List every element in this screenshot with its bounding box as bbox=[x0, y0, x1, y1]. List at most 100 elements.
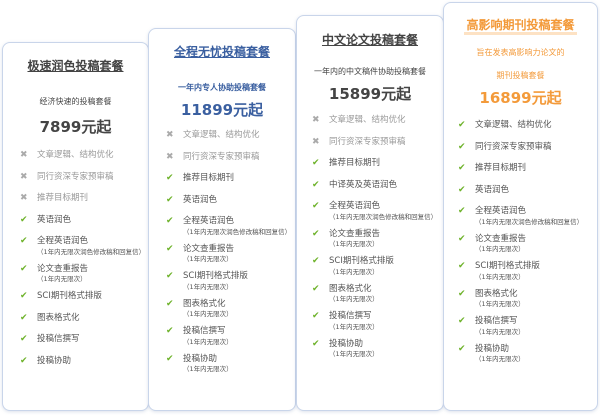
feature-item: ✔ 论文查重报告 （1年内无限次） bbox=[458, 229, 597, 255]
check-icon: ✔ bbox=[458, 184, 466, 195]
feature-item: ✔ 图表格式化 （1年内无限次） bbox=[166, 294, 295, 320]
check-icon: ✔ bbox=[458, 288, 466, 299]
feature-item: ✔ 论文查重报告 （1年内无限次） bbox=[166, 239, 295, 265]
package-subtitle: 一年内专人协助投稿套餐 bbox=[178, 83, 266, 92]
feature-item: ✔ 全程英语润色 （1年内无限次润色修改稿和回复信） bbox=[312, 196, 443, 222]
feature-item: ✔ SCI期刊格式排版 （1年内无限次） bbox=[166, 266, 295, 292]
feature-item: ✖ 同行资深专家预审稿 bbox=[312, 132, 443, 154]
package-title[interactable]: 高影响期刊投稿套餐 bbox=[464, 18, 577, 35]
feature-item: ✔ 论文查重报告 （1年内无限次） bbox=[20, 259, 148, 285]
package-card-full-service[interactable]: 全程无忧投稿套餐 一年内专人协助投稿套餐 11899元起 ✖ 文章逻辑、结构优化 ✖… bbox=[148, 28, 296, 411]
feature-item: ✔ 英语润色 bbox=[20, 210, 148, 232]
check-icon: ✔ bbox=[458, 233, 466, 244]
cross-icon: ✖ bbox=[166, 151, 174, 162]
feature-note: （1年内无限次润色修改稿和回复信） bbox=[329, 212, 438, 221]
feature-label: 推荐目标期刊 bbox=[183, 173, 235, 183]
check-icon: ✔ bbox=[312, 228, 320, 239]
cross-icon: ✖ bbox=[20, 193, 28, 203]
feature-item: ✔ 投稿信撰写 （1年内无限次） bbox=[166, 321, 295, 347]
check-icon: ✔ bbox=[166, 353, 174, 364]
check-icon: ✔ bbox=[458, 163, 466, 173]
feature-note: （1年内无限次） bbox=[329, 295, 379, 303]
feature-item: ✔ 图表格式化 （1年内无限次） bbox=[312, 279, 443, 305]
feature-item: ✔ 投稿信撰写 （1年内无限次） bbox=[312, 306, 443, 332]
feature-label: 全程英语润色 bbox=[183, 216, 235, 226]
feature-note: （1年内无限次） bbox=[183, 282, 233, 291]
feature-list: ✔ 文章逻辑、结构优化 ✔ 同行资深专家预审稿 ✔ 推荐目标期刊 ✔ 英语润色 ✔ 全程英语润色（… bbox=[444, 115, 597, 364]
feature-item: ✔ 推荐目标期刊 bbox=[166, 168, 295, 190]
check-icon: ✔ bbox=[458, 316, 466, 326]
feature-item: ✔ 投稿协助 （1年内无限次） bbox=[312, 334, 443, 360]
feature-item: ✔ 投稿协助 bbox=[20, 351, 148, 373]
cross-icon: ✖ bbox=[312, 115, 320, 125]
cross-icon: ✖ bbox=[20, 150, 28, 160]
package-subtitle: 旨在发表高影响力论文的 bbox=[476, 48, 565, 57]
feature-item: ✔ 全程英语润色 （1年内无限次润色修改稿和回复信） bbox=[166, 211, 295, 237]
feature-item: ✖ 文章逻辑、结构优化 bbox=[166, 125, 295, 147]
feature-label: 文章逻辑、结构优化 bbox=[183, 130, 260, 140]
feature-label: 投稿信撰写 bbox=[183, 326, 226, 336]
feature-item: ✔ 投稿信撰写 （1年内无限次） bbox=[458, 311, 597, 337]
feature-label: 全程英语润色 bbox=[37, 236, 89, 246]
feature-item: ✔ 全程英语润色 （1年内无限次润色修改稿和回复信） bbox=[20, 231, 148, 257]
feature-label: 论文查重报告 bbox=[37, 263, 89, 274]
feature-note: （1年内无限次） bbox=[183, 337, 233, 346]
feature-label: 同行资深专家预审稿 bbox=[475, 141, 552, 152]
feature-item: ✖ 文章逻辑、结构优化 bbox=[20, 145, 148, 167]
package-card-chinese-paper[interactable]: 中文论文投稿套餐 一年内的中文稿件协助投稿套餐 15899元起 ✖ 文章逻辑、结构… bbox=[296, 15, 444, 411]
check-icon: ✔ bbox=[458, 206, 466, 216]
check-icon: ✔ bbox=[166, 271, 174, 281]
feature-label: 图表格式化 bbox=[329, 283, 372, 294]
check-icon: ✔ bbox=[20, 334, 28, 344]
check-icon: ✔ bbox=[166, 194, 174, 205]
feature-label: 推荐目标期刊 bbox=[475, 163, 527, 173]
feature-item: ✔ 投稿协助 （1年内无限次） bbox=[166, 349, 295, 375]
package-card-speed-polish[interactable]: 极速润色投稿套餐 经济快速的投稿套餐 7899元起 ✖ 文章逻辑、结构优化 ✖ 同行资… bbox=[2, 42, 149, 411]
feature-label: 同行资深专家预审稿 bbox=[37, 171, 114, 182]
package-title[interactable]: 全程无忧投稿套餐 bbox=[173, 45, 270, 59]
feature-label: 文章逻辑、结构优化 bbox=[329, 115, 406, 125]
check-icon: ✔ bbox=[166, 216, 174, 226]
feature-note: （1年内无限次） bbox=[475, 300, 525, 308]
package-price: 15899元起 bbox=[328, 85, 412, 103]
feature-label: 投稿协助 bbox=[37, 355, 72, 366]
feature-label: 投稿协助 bbox=[475, 343, 510, 354]
package-title[interactable]: 极速润色投稿套餐 bbox=[27, 59, 124, 73]
feature-item: ✔ SCI期刊格式排版 （1年内无限次） bbox=[312, 251, 443, 277]
feature-item: ✔ 投稿协助 （1年内无限次） bbox=[458, 339, 597, 365]
feature-note: （1年内无限次） bbox=[183, 310, 233, 318]
feature-label: 投稿协助 bbox=[183, 353, 218, 364]
feature-label: 论文查重报告 bbox=[183, 243, 235, 254]
feature-label: 投稿信撰写 bbox=[329, 311, 372, 321]
check-icon: ✔ bbox=[312, 201, 320, 211]
feature-note: （1年内无限次润色修改稿和回复信） bbox=[37, 247, 146, 256]
feature-item: ✔ 推荐目标期刊 bbox=[458, 158, 597, 180]
check-icon: ✔ bbox=[20, 214, 28, 225]
package-card-high-impact[interactable]: 高影响期刊投稿套餐 旨在发表高影响力论文的 期刊投稿套餐 16899元起 ✔ 文章… bbox=[443, 2, 598, 411]
feature-item: ✔ SCI期刊格式排版 bbox=[20, 286, 148, 308]
feature-note: （1年内无限次润色修改稿和回复信） bbox=[475, 217, 584, 226]
cross-icon: ✖ bbox=[20, 171, 28, 182]
feature-note: （1年内无限次） bbox=[475, 245, 525, 253]
check-icon: ✔ bbox=[458, 141, 466, 152]
feature-note: （1年内无限次） bbox=[183, 365, 233, 373]
feature-label: 文章逻辑、结构优化 bbox=[475, 120, 552, 130]
feature-label: 图表格式化 bbox=[37, 312, 80, 323]
package-subtitle: 一年内的中文稿件协助投稿套餐 bbox=[314, 67, 426, 76]
feature-note: （1年内无限次） bbox=[475, 355, 525, 363]
feature-label: 论文查重报告 bbox=[329, 228, 381, 239]
check-icon: ✔ bbox=[20, 236, 28, 246]
check-icon: ✔ bbox=[312, 311, 320, 321]
feature-list: ✖ 文章逻辑、结构优化 ✖ 同行资深专家预审稿 ✖ 推荐目标期刊 ✔ 英语润色 ✔ 全程英语润色（… bbox=[3, 145, 148, 372]
package-price: 11899元起 bbox=[180, 101, 264, 119]
feature-label: 同行资深专家预审稿 bbox=[183, 151, 260, 162]
feature-note: （1年内无限次） bbox=[183, 255, 233, 263]
package-price: 16899元起 bbox=[479, 89, 562, 107]
package-title[interactable]: 中文论文投稿套餐 bbox=[321, 33, 418, 47]
feature-label: 投稿信撰写 bbox=[37, 334, 80, 344]
feature-label: 推荐目标期刊 bbox=[329, 158, 381, 168]
feature-item: ✔ 中译英及英语润色 bbox=[312, 175, 443, 197]
package-subtitle-line2: 期刊投稿套餐 bbox=[496, 71, 545, 80]
feature-item: ✖ 推荐目标期刊 bbox=[20, 188, 148, 210]
feature-note: （1年内无限次） bbox=[329, 350, 379, 358]
